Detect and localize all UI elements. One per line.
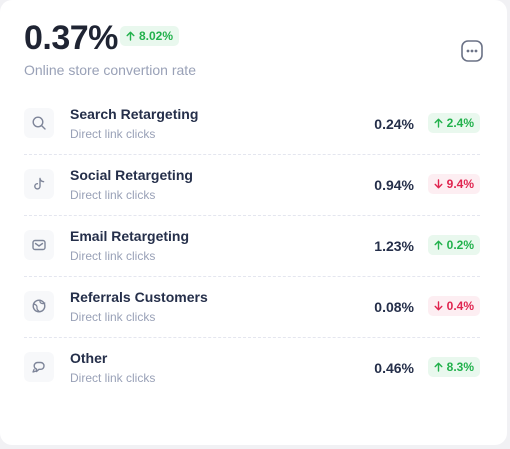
more-dots-icon xyxy=(461,40,483,62)
conversion-change-value: 8.02% xyxy=(139,29,174,43)
item-name: Search Retargeting xyxy=(70,106,199,122)
item-subtitle: Direct link clicks xyxy=(70,371,156,385)
item-subtitle: Direct link clicks xyxy=(70,249,156,263)
list-item-email-retargeting[interactable]: Email Retargeting Direct link clicks 1.2… xyxy=(24,216,480,277)
list-item-referrals-customers[interactable]: Referrals Customers Direct link clicks 0… xyxy=(24,277,480,338)
list-item-other[interactable]: Other Direct link clicks 0.46% 8.3% xyxy=(24,338,480,398)
conversion-rate-value: 0.37% xyxy=(24,19,118,57)
item-change-badge: 0.2% xyxy=(427,235,480,255)
arrow-up-icon xyxy=(126,31,135,41)
list-item-social-retargeting[interactable]: Social Retargeting Direct link clicks 0.… xyxy=(24,155,480,216)
item-name: Referrals Customers xyxy=(70,289,208,305)
arrow-up-icon xyxy=(434,240,443,250)
chat-icon xyxy=(24,352,54,382)
item-percentage: 1.23% xyxy=(374,238,414,254)
item-change-value: 2.4% xyxy=(446,116,474,130)
card-subtitle: Online store convertion rate xyxy=(24,62,196,78)
search-icon xyxy=(24,108,54,138)
item-percentage: 0.94% xyxy=(374,177,414,193)
item-change-badge: 0.4% xyxy=(427,296,480,316)
item-percentage: 0.46% xyxy=(374,360,414,376)
retargeting-list: Search Retargeting Direct link clicks 0.… xyxy=(24,94,480,398)
more-options-button[interactable] xyxy=(460,39,484,63)
card-header: 0.37% 8.02% Online store convertion rate xyxy=(24,18,196,78)
item-change-value: 8.3% xyxy=(446,360,474,374)
item-change-badge: 9.4% xyxy=(427,174,480,194)
item-subtitle: Direct link clicks xyxy=(70,188,156,202)
arrow-down-icon xyxy=(434,301,443,311)
arrow-up-icon xyxy=(434,362,443,372)
list-item-search-retargeting[interactable]: Search Retargeting Direct link clicks 0.… xyxy=(24,94,480,155)
item-subtitle: Direct link clicks xyxy=(70,127,156,141)
item-change-badge: 8.3% xyxy=(427,357,480,377)
item-percentage: 0.24% xyxy=(374,116,414,132)
arrow-up-icon xyxy=(434,118,443,128)
item-name: Other xyxy=(70,350,108,366)
item-name: Email Retargeting xyxy=(70,228,190,244)
item-change-value: 0.2% xyxy=(446,238,474,252)
item-change-value: 9.4% xyxy=(446,177,474,191)
conversion-change-badge: 8.02% xyxy=(120,26,180,46)
arrow-down-icon xyxy=(434,179,443,189)
item-percentage: 0.08% xyxy=(374,299,414,315)
item-name: Social Retargeting xyxy=(70,167,193,183)
item-subtitle: Direct link clicks xyxy=(70,310,156,324)
globe-icon xyxy=(24,291,54,321)
mail-icon xyxy=(24,230,54,260)
item-change-badge: 2.4% xyxy=(427,113,480,133)
tiktok-icon xyxy=(24,169,54,199)
item-change-value: 0.4% xyxy=(446,299,474,313)
